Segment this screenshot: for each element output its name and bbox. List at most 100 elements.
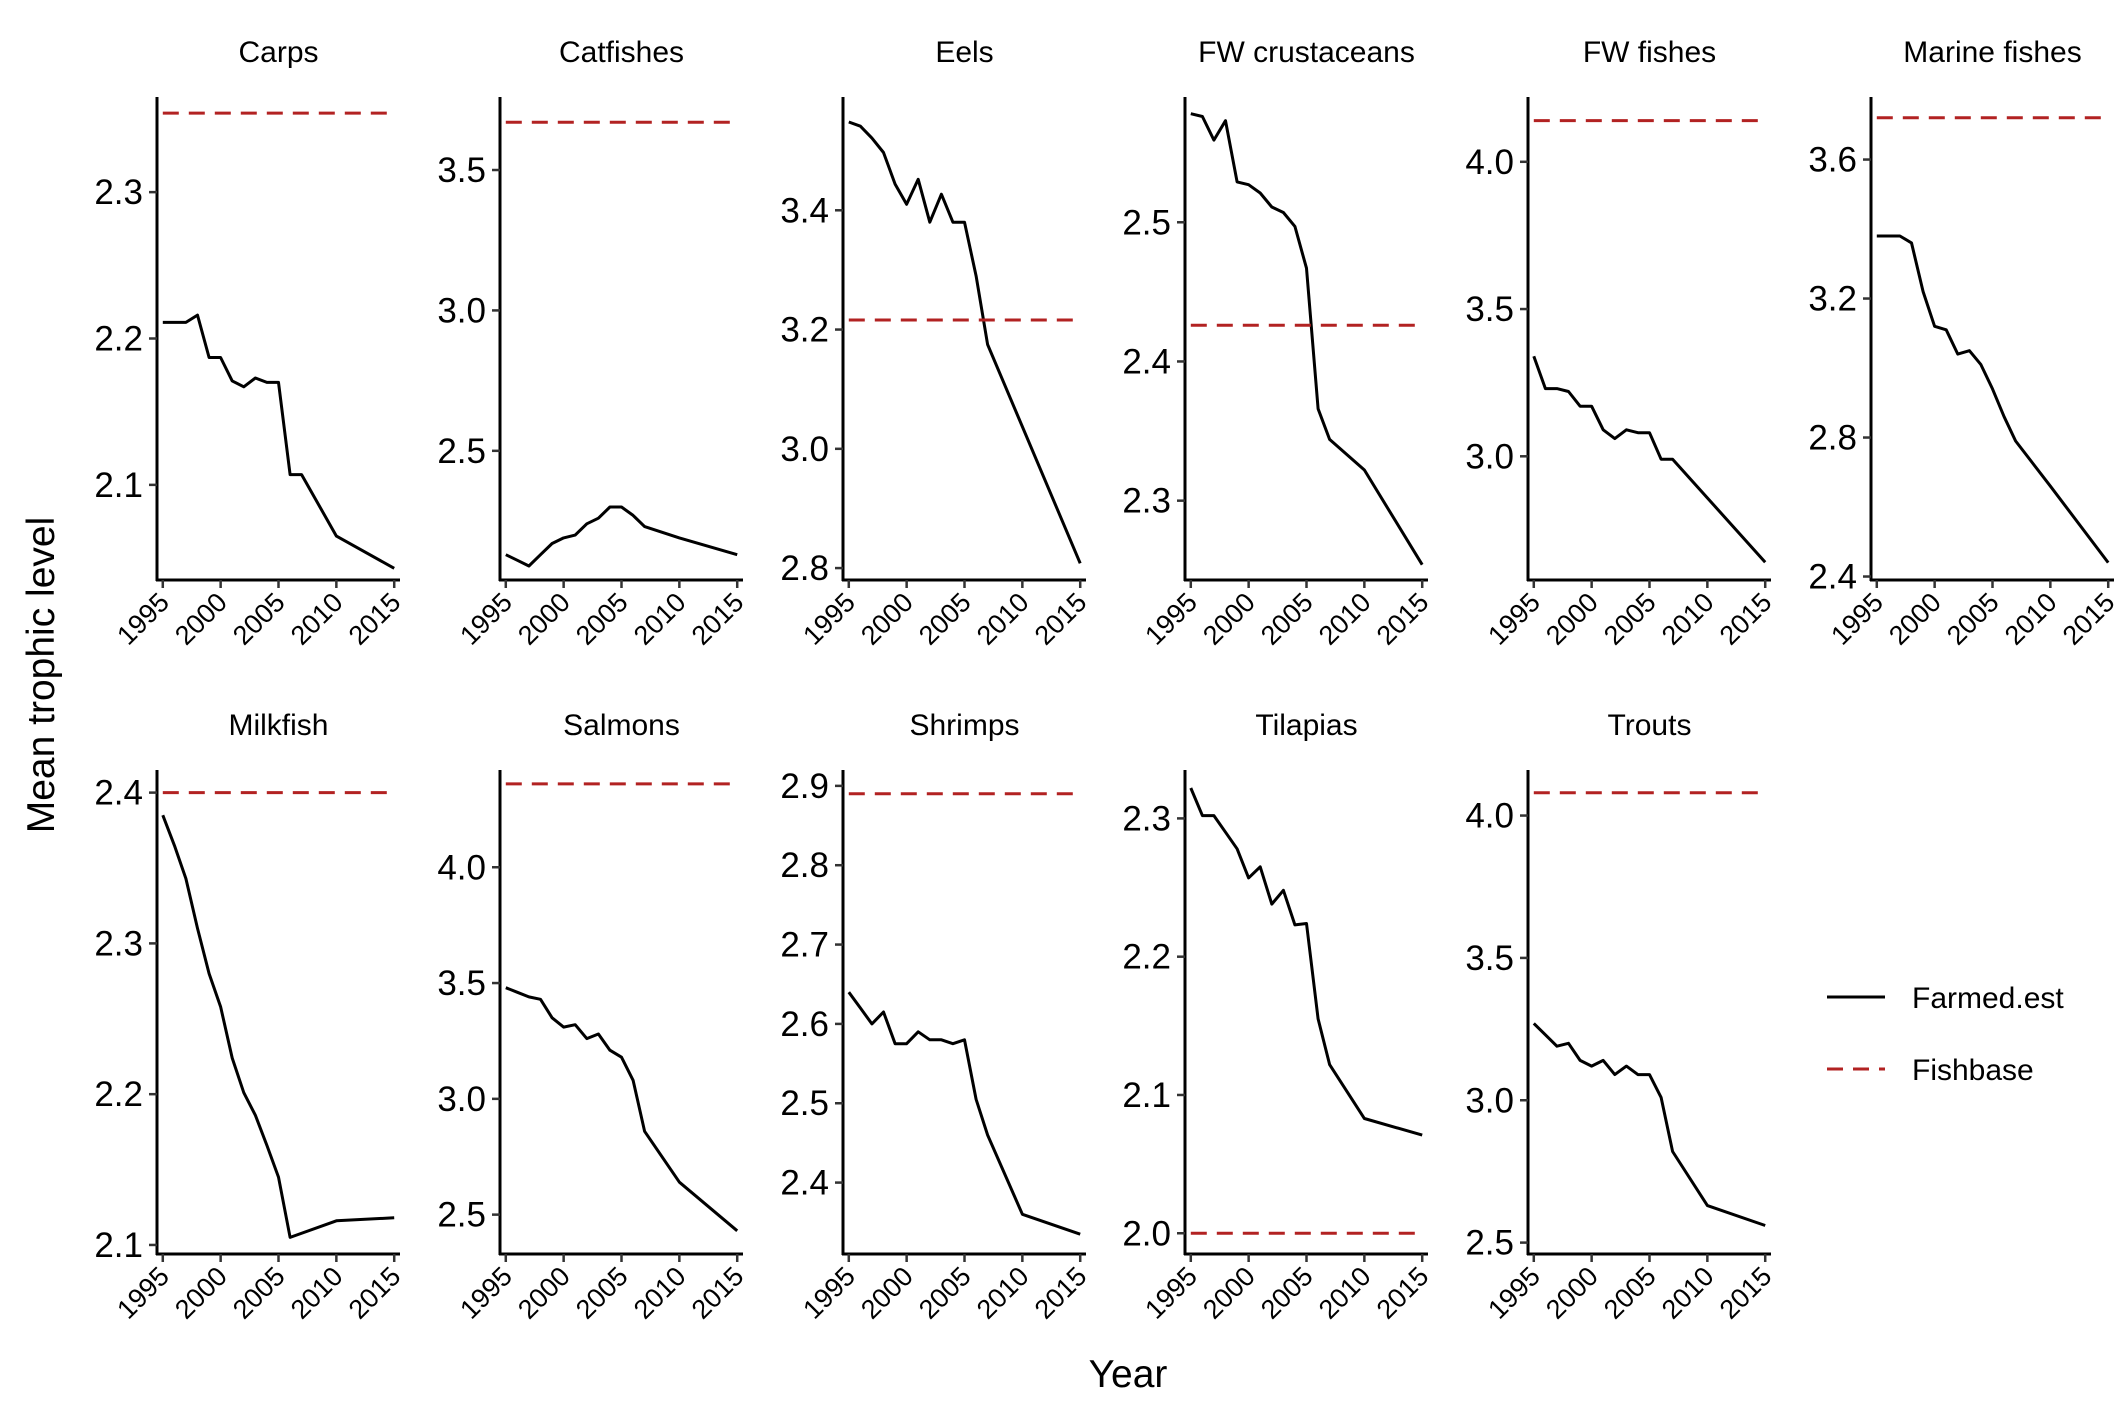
legend-label-fishbase: Fishbase <box>1912 1054 2034 1087</box>
panel-title-eels: Eels <box>935 36 993 69</box>
y-tick-label: 3.5 <box>437 151 486 190</box>
y-tick-label: 2.6 <box>780 1005 829 1044</box>
x-tick-label: 2010 <box>285 1261 349 1325</box>
x-tick-label: 2010 <box>971 1261 1035 1325</box>
x-tick-label: 2010 <box>285 587 349 651</box>
panel-title-fw-crustaceans: FW crustaceans <box>1198 36 1415 69</box>
x-tick-label: 1995 <box>1482 1261 1546 1325</box>
y-tick-label: 2.4 <box>780 1164 829 1203</box>
x-tick-label: 2000 <box>1197 587 1261 651</box>
x-tick-label: 2005 <box>570 1261 634 1325</box>
x-tick-label: 2015 <box>686 1261 750 1325</box>
y-tick-label: 2.8 <box>1808 419 1857 458</box>
farmed-est-line-shrimps <box>847 991 1081 1236</box>
x-tick-label: 2015 <box>343 1261 407 1325</box>
y-tick-label: 2.3 <box>1122 799 1171 838</box>
x-tick-label: 1995 <box>1825 587 1889 651</box>
panel-fw-crustaceans: FW crustaceans 2.3 2.4 2.5 19952000200520102… <box>1122 36 1434 651</box>
y-tick-label: 2.8 <box>780 846 829 885</box>
panel-title-trouts: Trouts <box>1608 709 1692 742</box>
y-tick-label: 3.2 <box>780 311 829 350</box>
y-tick-label: 3.4 <box>780 191 829 230</box>
y-tick-label: 2.2 <box>94 320 143 359</box>
x-tick-label: 1995 <box>111 587 175 651</box>
panel-shrimps: Shrimps2.42.52.62.72.82.9199520002005201… <box>780 709 1092 1325</box>
legend-label-farmed: Farmed.est <box>1912 982 2064 1015</box>
x-tick-label: 1995 <box>1139 1261 1203 1325</box>
x-tick-label: 2000 <box>512 587 576 651</box>
x-tick-label: 2005 <box>1255 1261 1319 1325</box>
x-tick-label: 2005 <box>913 1261 977 1325</box>
y-tick-label: 2.9 <box>780 767 829 806</box>
x-tick-label: 2000 <box>1883 587 1947 651</box>
x-tick-label: 2000 <box>512 1261 576 1325</box>
farmed-est-line-fw-crustaceans <box>1190 112 1424 566</box>
panel-marine-fishes: Marine fishes2.42.83.23.6199520002005201… <box>1808 36 2120 651</box>
x-tick-label: 2000 <box>1540 1261 1604 1325</box>
x-tick-label: 2005 <box>227 587 291 651</box>
y-tick-label: 3.0 <box>780 430 829 469</box>
legend: Farmed.est Fishbase <box>1827 982 2064 1087</box>
panel-title-shrimps: Shrimps <box>909 709 1019 742</box>
x-tick-label: 1995 <box>1139 587 1203 651</box>
x-tick-label: 2000 <box>855 587 919 651</box>
y-tick-label: 3.6 <box>1808 141 1857 180</box>
y-tick-label: 2.2 <box>94 1075 143 1114</box>
x-tick-label: 2010 <box>1999 587 2063 651</box>
x-tick-label: 2015 <box>1029 1261 1093 1325</box>
panel-title-tilapias: Tilapias <box>1255 709 1357 742</box>
x-tick-label: 2005 <box>227 1261 291 1325</box>
y-tick-label: 4.0 <box>1465 797 1514 836</box>
x-tick-label: 2015 <box>343 587 407 651</box>
x-tick-label: 2015 <box>1371 587 1435 651</box>
panel-title-fw-fishes: FW fishes <box>1583 36 1716 69</box>
y-tick-label: 3.0 <box>437 1080 486 1119</box>
farmed-est-line-eels <box>848 120 1082 564</box>
farmed-est-line-salmons <box>505 986 739 1232</box>
y-tick-label: 2.3 <box>94 924 143 963</box>
y-tick-label: 2.1 <box>1122 1076 1171 1115</box>
farmed-est-line-milkfish <box>161 814 395 1239</box>
x-tick-label: 2015 <box>1714 1261 1778 1325</box>
x-tick-label: 2015 <box>1029 587 1093 651</box>
y-tick-label: 3.0 <box>437 291 486 330</box>
x-tick-label: 2015 <box>686 587 750 651</box>
y-tick-label: 2.4 <box>1122 342 1171 381</box>
x-tick-label: 2010 <box>1656 1261 1720 1325</box>
y-tick-label: 2.1 <box>94 466 143 505</box>
y-tick-label: 2.4 <box>94 774 143 813</box>
y-tick-label: 3.0 <box>1465 1081 1514 1120</box>
y-tick-label: 2.5 <box>1465 1224 1514 1263</box>
x-tick-label: 2000 <box>1197 1261 1261 1325</box>
y-tick-label: 3.5 <box>1465 290 1514 329</box>
x-tick-label: 2000 <box>169 587 233 651</box>
facet-panels: Carps2.12.22.319952000200520102015Catfis… <box>94 36 2120 1325</box>
farmed-est-line-marine-fishes <box>1876 234 2110 564</box>
x-tick-label: 2005 <box>1598 1261 1662 1325</box>
y-tick-label: 2.8 <box>780 549 829 588</box>
y-tick-label: 2.5 <box>780 1084 829 1123</box>
y-axis-title: Mean trophic level <box>20 517 63 834</box>
x-tick-label: 1995 <box>1482 587 1546 651</box>
x-tick-label: 1995 <box>797 1261 861 1325</box>
x-tick-label: 2005 <box>913 587 977 651</box>
x-tick-label: 2000 <box>169 1261 233 1325</box>
farmed-est-line-trouts <box>1532 1022 1766 1227</box>
x-axis-title: Year <box>1089 1353 1168 1396</box>
x-tick-label: 2000 <box>1540 587 1604 651</box>
farmed-est-line-tilapias <box>1189 787 1423 1137</box>
y-tick-label: 2.5 <box>437 432 486 471</box>
farmed-est-line-carps <box>162 313 395 570</box>
x-tick-label: 1995 <box>454 1261 518 1325</box>
x-tick-label: 1995 <box>797 587 861 651</box>
panel-title-salmons: Salmons <box>563 709 680 742</box>
y-tick-label: 3.0 <box>1465 437 1514 476</box>
